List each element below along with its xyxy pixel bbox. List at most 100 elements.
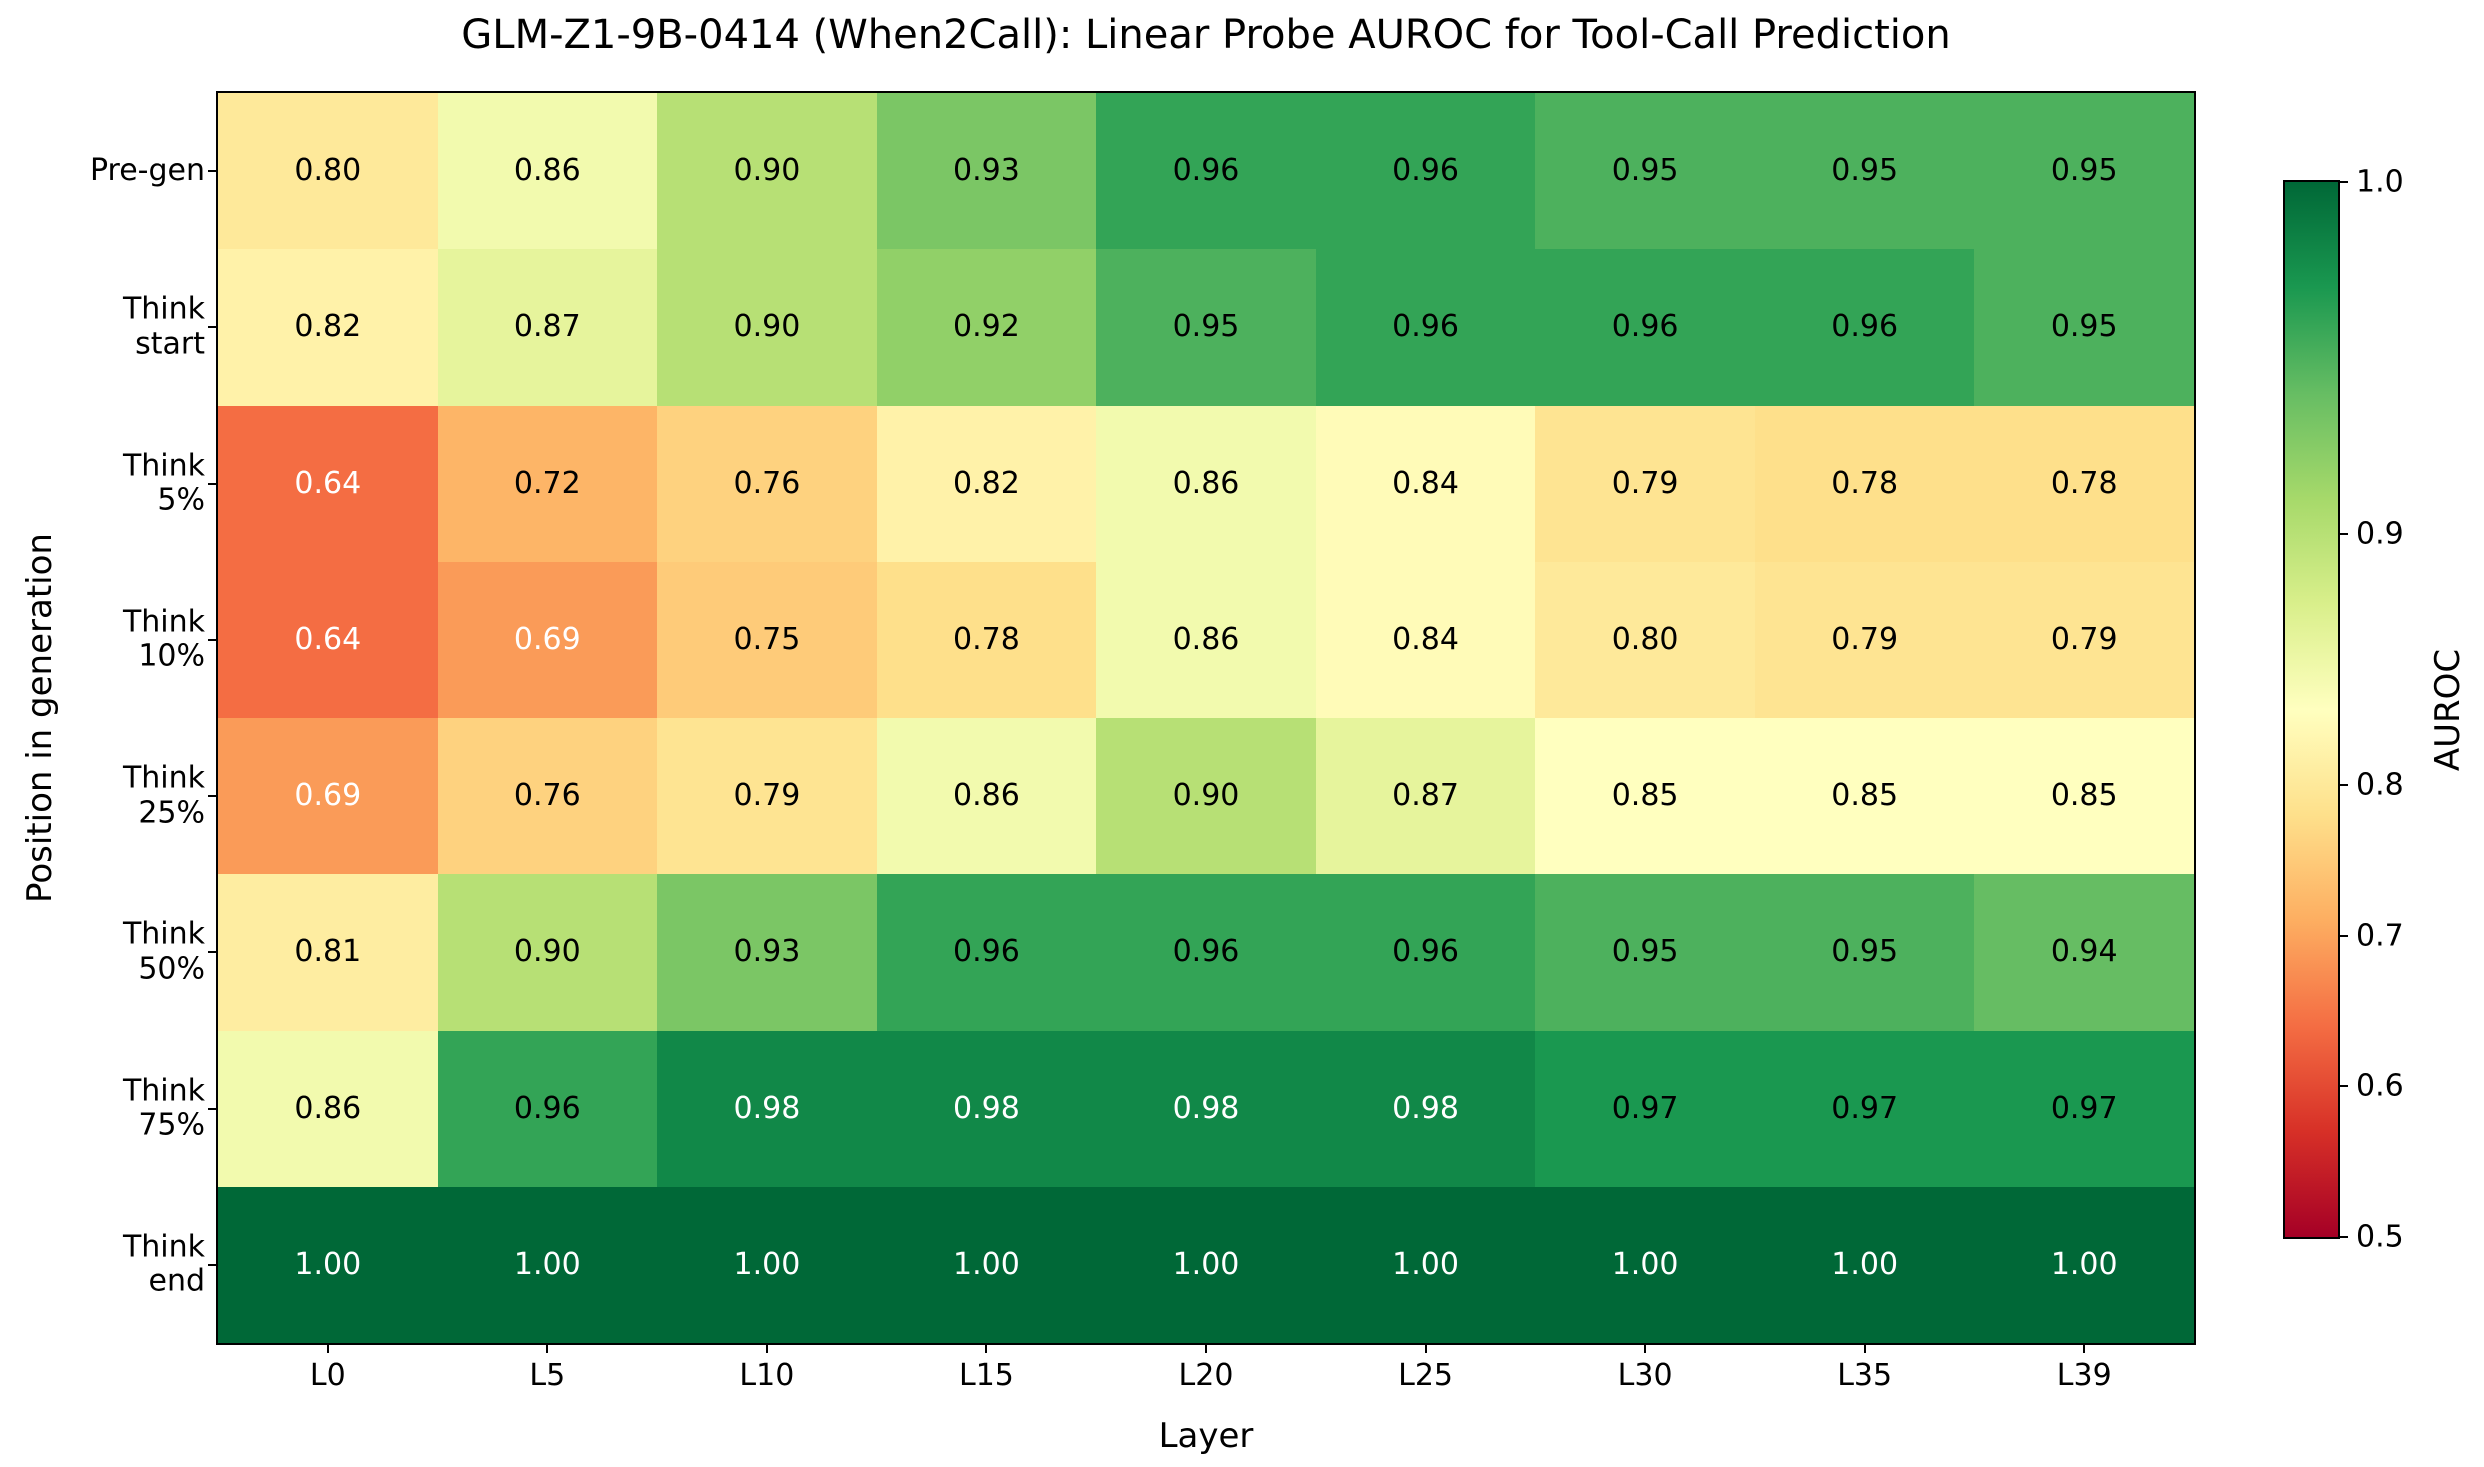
x-tick-label: L39	[2056, 1358, 2112, 1393]
y-tick-label: Think 25%	[122, 760, 205, 831]
heatmap-cell: 0.96	[1535, 249, 1755, 406]
y-tick-mark	[208, 638, 218, 641]
colorbar-tick-mark	[2338, 532, 2348, 535]
heatmap-cell: 0.90	[1096, 718, 1316, 875]
y-tick-mark	[208, 795, 218, 798]
heatmap-cell: 0.76	[437, 718, 658, 875]
x-tick-mark	[1644, 1343, 1647, 1353]
x-tick-label: L25	[1398, 1358, 1453, 1393]
heatmap-cell: 0.78	[1754, 405, 1975, 562]
y-tick-label: Think 75%	[122, 1073, 205, 1143]
x-tick-mark	[1205, 1343, 1207, 1353]
x-tick-label: L20	[1178, 1358, 1234, 1393]
y-tick-mark	[208, 482, 218, 485]
heatmap-cell: 0.85	[1754, 718, 1975, 875]
heatmap-cell: 0.95	[1754, 874, 1975, 1031]
heatmap-cell: 1.00	[437, 1186, 658, 1343]
heatmap-cell: 0.98	[1096, 1030, 1316, 1187]
colorbar-tick-mark	[2338, 181, 2348, 183]
heatmap-cell: 0.96	[1096, 93, 1316, 250]
colorbar-tick-mark	[2338, 1236, 2348, 1238]
y-tick-label: Think 50%	[122, 916, 205, 987]
heatmap-cell: 0.93	[876, 93, 1097, 250]
heatmap-cell: 0.97	[1974, 1030, 2194, 1187]
heatmap-cell: 1.00	[1754, 1186, 1975, 1343]
colorbar-label: AUROC	[2428, 648, 2468, 772]
heatmap-cell: 0.97	[1535, 1030, 1755, 1187]
heatmap-cell: 0.96	[1315, 93, 1536, 250]
heatmap-cell: 0.85	[1974, 718, 2194, 875]
heatmap-cell: 0.69	[218, 718, 438, 875]
colorbar-tick-label: 0.5	[2356, 1219, 2404, 1255]
heatmap-cell: 1.00	[876, 1186, 1097, 1343]
colorbar-tick-mark	[2338, 783, 2348, 786]
colorbar-tick-label: 0.6	[2356, 1068, 2404, 1104]
x-axis-label: Layer	[1158, 1416, 1254, 1456]
heatmap-cell: 0.95	[1974, 249, 2194, 406]
heatmap-cell: 0.87	[437, 249, 658, 406]
heatmap-cell: 0.87	[1315, 718, 1536, 875]
y-tick-label: Think end	[122, 1229, 205, 1299]
colorbar-tick-label: 0.8	[2356, 767, 2404, 803]
heatmap-cell: 1.00	[1096, 1186, 1316, 1343]
heatmap-cell: 0.79	[657, 718, 877, 875]
heatmap-cell: 1.00	[657, 1186, 877, 1343]
heatmap-cell: 0.72	[437, 405, 658, 562]
y-tick-label: Pre-gen	[89, 152, 205, 188]
heatmap-cell: 0.86	[218, 1030, 438, 1187]
heatmap-cell: 0.95	[1096, 249, 1316, 406]
y-tick-mark	[208, 170, 218, 173]
x-tick-mark	[546, 1343, 549, 1353]
x-tick-label: L0	[309, 1358, 346, 1393]
heatmap-cell: 0.80	[218, 93, 438, 250]
heatmap-cell: 0.79	[1974, 561, 2194, 718]
heatmap-cell: 0.75	[657, 561, 877, 718]
heatmap-cell: 0.95	[1974, 93, 2194, 250]
heatmap-cell: 0.78	[1974, 405, 2194, 562]
x-tick-label: L15	[958, 1358, 1014, 1393]
x-tick-mark	[985, 1343, 988, 1353]
heatmap-cell: 0.97	[1754, 1030, 1975, 1187]
heatmap-cell: 0.90	[437, 874, 658, 1031]
heatmap-cell: 0.95	[1754, 93, 1975, 250]
heatmap-cell: 0.96	[1315, 249, 1536, 406]
x-tick-mark	[1863, 1343, 1866, 1353]
heatmap-cell: 0.96	[1096, 874, 1316, 1031]
y-tick-mark	[208, 1263, 218, 1266]
heatmap-cell: 0.96	[876, 874, 1097, 1031]
x-tick-mark	[1424, 1343, 1427, 1353]
heatmap-cell: 0.69	[437, 561, 658, 718]
heatmap-cell: 1.00	[1315, 1186, 1536, 1343]
heatmap-cell: 0.84	[1315, 405, 1536, 562]
y-tick-mark	[208, 951, 218, 954]
heatmap-grid: 0.80 0.86 0.90 0.93 0.96 0.96 0.95 0.95 0.95 0.82…	[216, 91, 2196, 1345]
heatmap-cell: 0.86	[437, 93, 658, 250]
y-tick-mark	[208, 1107, 218, 1110]
x-tick-mark	[2083, 1343, 2086, 1353]
heatmap-cell: 0.85	[1535, 718, 1755, 875]
colorbar-tick-label: 0.7	[2356, 918, 2404, 954]
x-tick-label: L30	[1617, 1358, 1673, 1393]
x-tick-mark	[765, 1343, 768, 1353]
y-tick-label: Think 5%	[122, 448, 205, 518]
colorbar-tick-label: 0.9	[2356, 516, 2404, 552]
x-tick-label: L10	[739, 1358, 795, 1393]
colorbar	[2283, 180, 2340, 1239]
page-title: GLM-Z1-9B-0414 (When2Call): Linear Probe…	[461, 12, 1951, 58]
heatmap-cell: 0.90	[657, 93, 877, 250]
y-tick-label: Think start	[122, 291, 205, 362]
x-tick-label: L5	[529, 1358, 566, 1393]
heatmap-cell: 0.86	[1096, 561, 1316, 718]
heatmap-cell: 0.96	[1315, 874, 1536, 1031]
heatmap-cell: 0.78	[876, 561, 1097, 718]
heatmap-cell: 0.82	[218, 249, 438, 406]
x-tick-mark	[326, 1343, 329, 1353]
heatmap-cell: 0.95	[1535, 93, 1755, 250]
colorbar-tick-mark	[2338, 1085, 2348, 1088]
heatmap-cell: 0.96	[1754, 249, 1975, 406]
heatmap-cell: 0.81	[218, 874, 438, 1031]
heatmap-cell: 0.76	[657, 405, 877, 562]
heatmap-cell: 1.00	[1974, 1186, 2194, 1343]
heatmap-cell: 0.98	[657, 1030, 877, 1187]
